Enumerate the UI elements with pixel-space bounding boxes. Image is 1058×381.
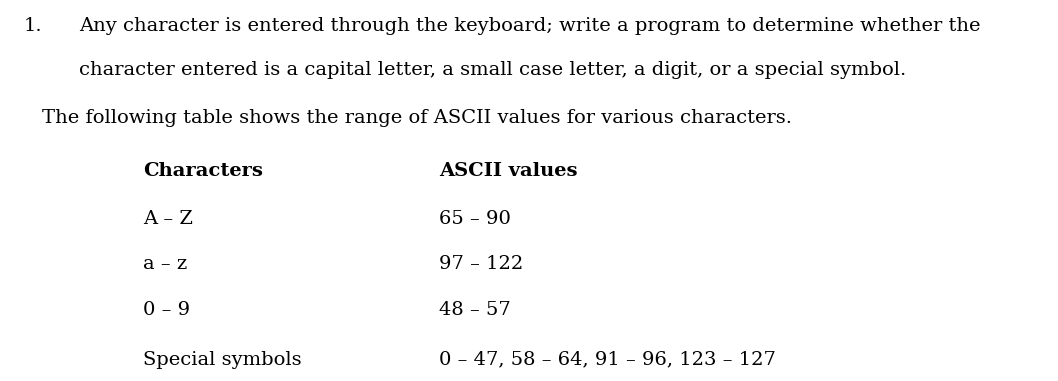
Text: 0 – 9: 0 – 9: [143, 301, 190, 319]
Text: The following table shows the range of ASCII values for various characters.: The following table shows the range of A…: [42, 109, 792, 126]
Text: 97 – 122: 97 – 122: [439, 255, 524, 273]
Text: Characters: Characters: [143, 162, 262, 180]
Text: ASCII values: ASCII values: [439, 162, 578, 180]
Text: 65 – 90: 65 – 90: [439, 210, 511, 227]
Text: character entered is a capital letter, a small case letter, a digit, or a specia: character entered is a capital letter, a…: [79, 61, 907, 79]
Text: 1.: 1.: [23, 17, 42, 35]
Text: A – Z: A – Z: [143, 210, 193, 227]
Text: 0 – 47, 58 – 64, 91 – 96, 123 – 127: 0 – 47, 58 – 64, 91 – 96, 123 – 127: [439, 351, 776, 368]
Text: 48 – 57: 48 – 57: [439, 301, 511, 319]
Text: Any character is entered through the keyboard; write a program to determine whet: Any character is entered through the key…: [79, 17, 981, 35]
Text: Special symbols: Special symbols: [143, 351, 302, 368]
Text: a – z: a – z: [143, 255, 187, 273]
